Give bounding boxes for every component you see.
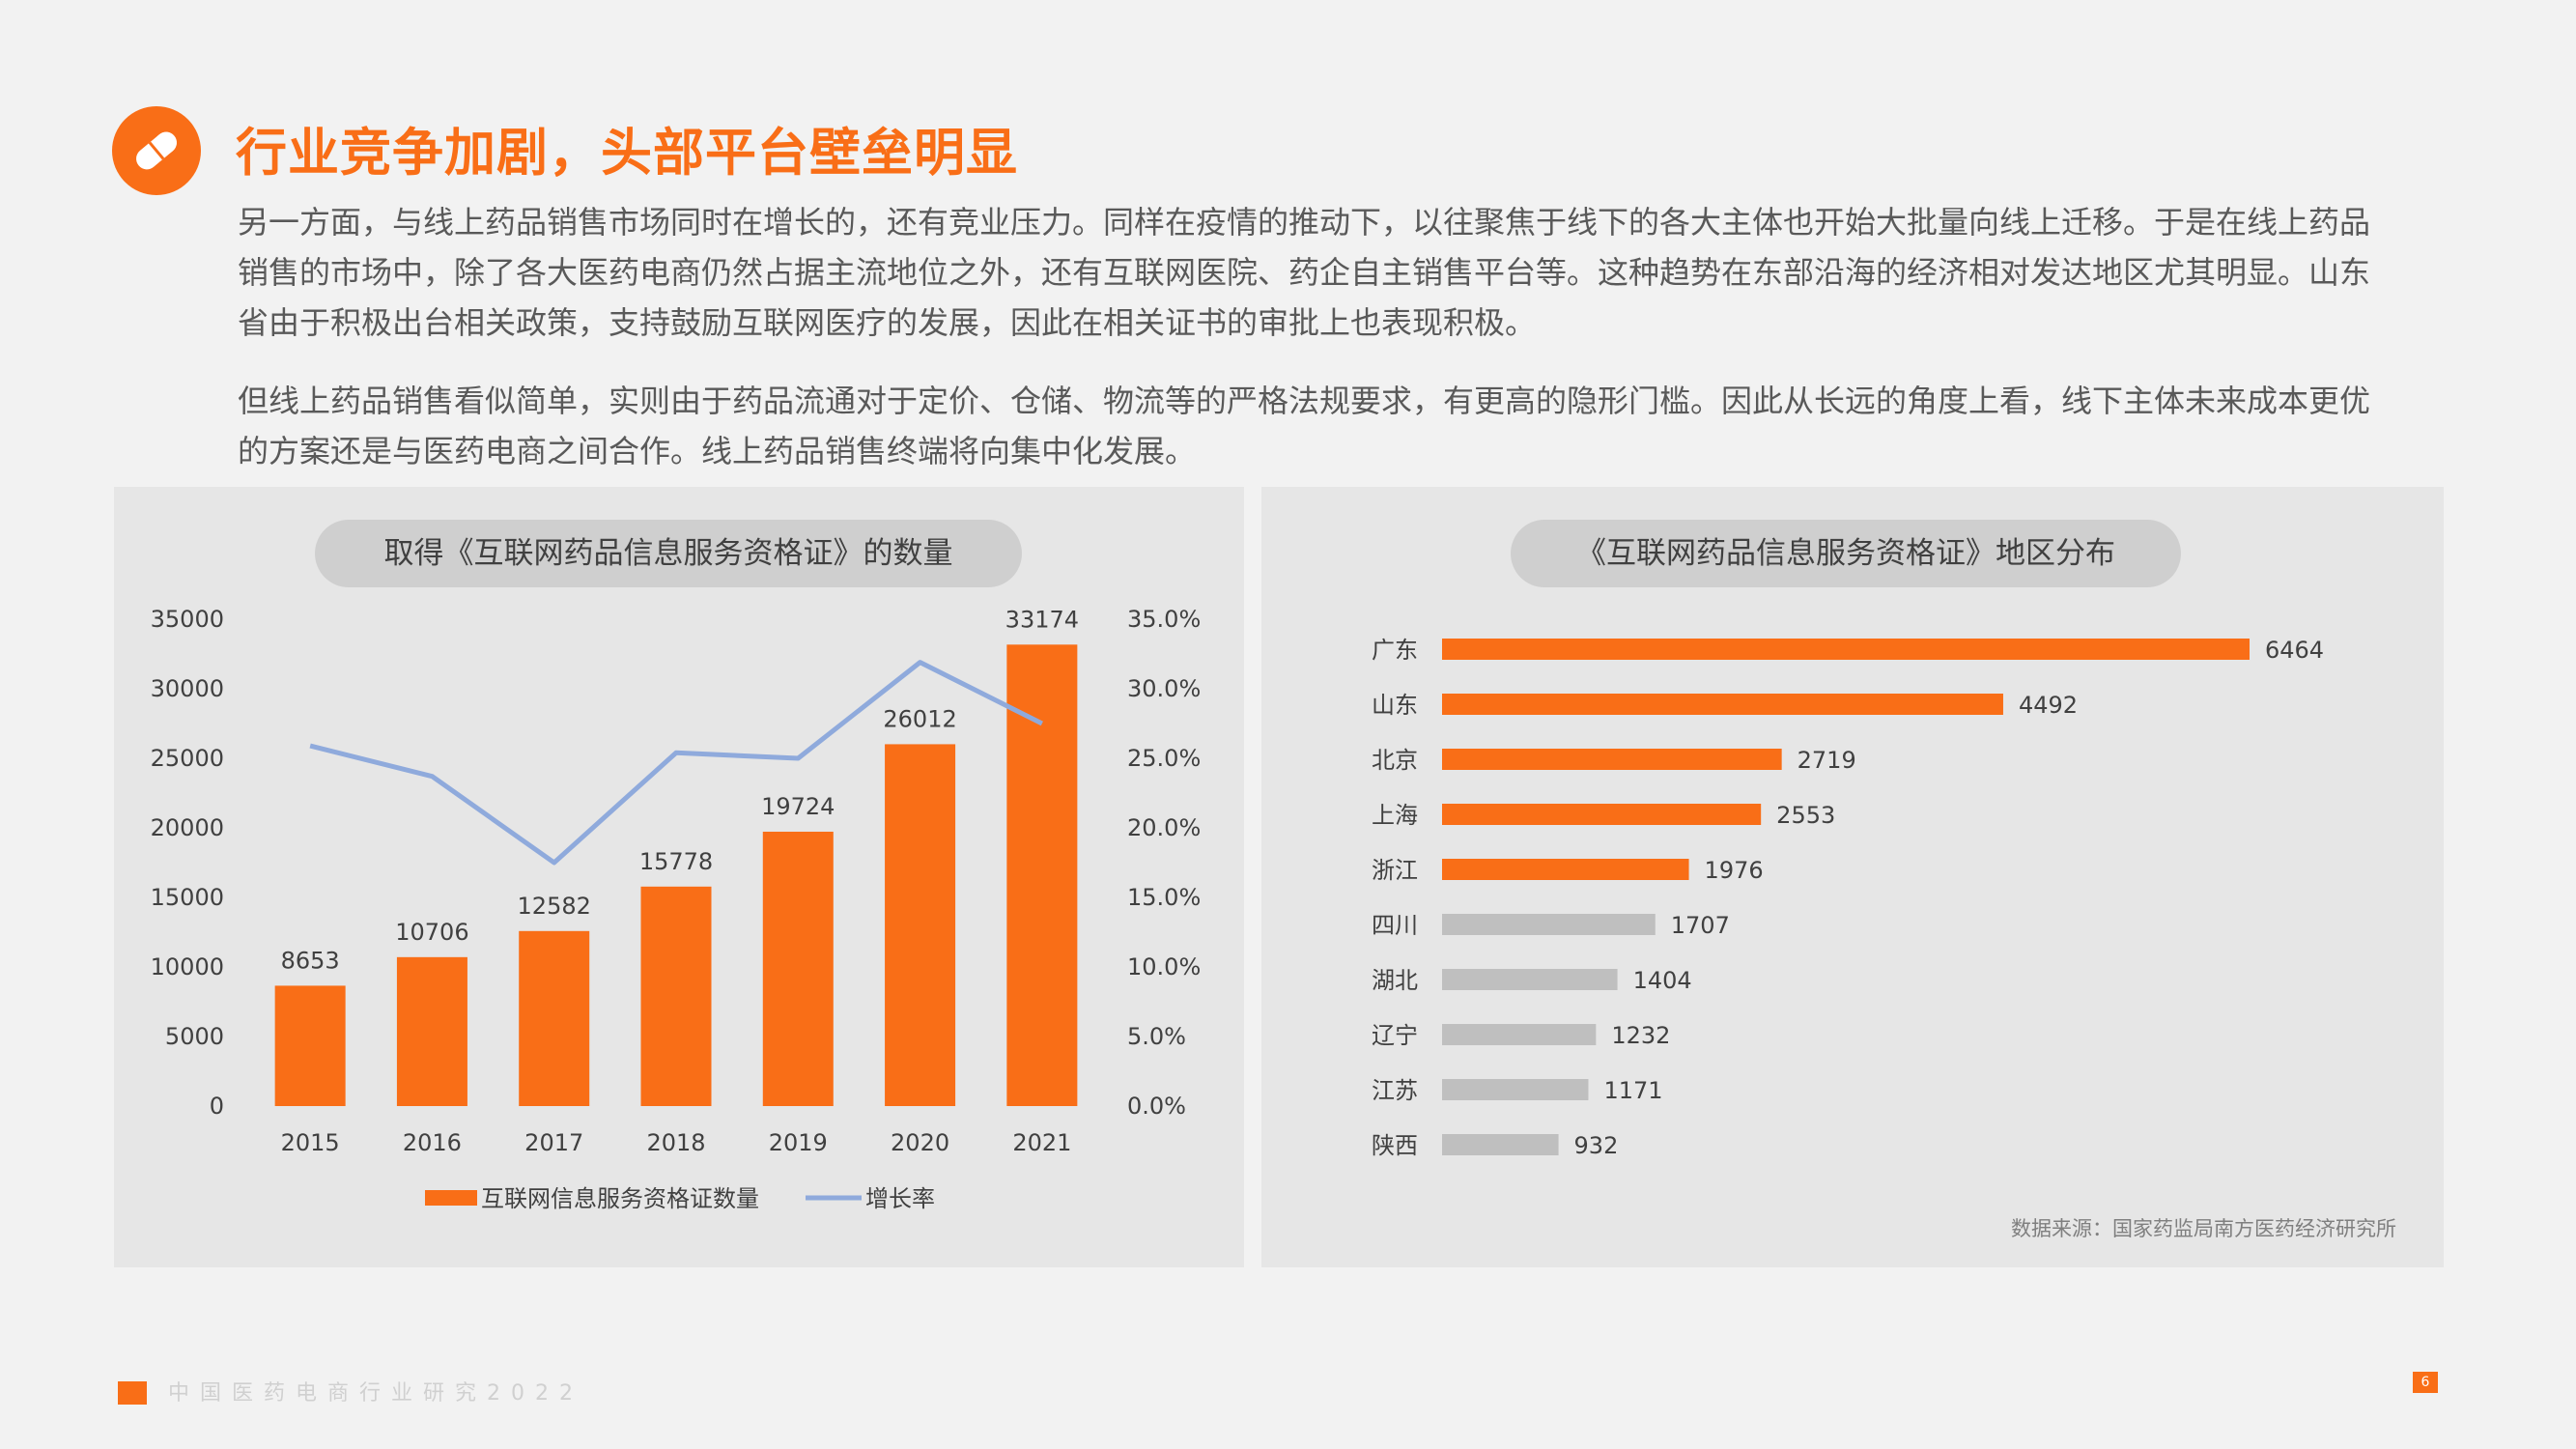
region-bar — [1442, 859, 1689, 880]
region-bar — [1442, 914, 1656, 935]
count-bar — [519, 930, 590, 1106]
region-label: 江苏 — [1372, 1077, 1418, 1104]
region-value-label: 932 — [1574, 1132, 1619, 1159]
x-axis-tick-label: 2020 — [891, 1129, 949, 1156]
right-axis-tick-label: 15.0% — [1127, 884, 1201, 911]
region-bar — [1442, 969, 1618, 990]
right-axis-tick-label: 10.0% — [1127, 953, 1201, 980]
region-value-label: 1404 — [1633, 967, 1692, 994]
region-bar — [1442, 1024, 1597, 1045]
right-axis-tick-label: 20.0% — [1127, 814, 1201, 841]
count-bar — [396, 956, 467, 1106]
region-value-label: 2719 — [1798, 747, 1856, 774]
region-bar — [1442, 694, 2003, 715]
right-axis-tick-label: 0.0% — [1127, 1093, 1186, 1120]
right-chart-title: 《互联网药品信息服务资格证》地区分布 — [1511, 520, 2181, 587]
legend-bar-swatch — [425, 1190, 477, 1206]
region-label: 山东 — [1372, 692, 1418, 719]
region-label: 四川 — [1372, 912, 1418, 939]
right-axis-tick-label: 30.0% — [1127, 675, 1201, 702]
region-label: 北京 — [1372, 747, 1418, 774]
region-bar — [1442, 1134, 1559, 1155]
bar-value-label: 19724 — [761, 793, 835, 820]
region-value-label: 1976 — [1705, 857, 1764, 884]
region-bar — [1442, 749, 1782, 770]
region-value-label: 1171 — [1603, 1077, 1662, 1104]
region-bar — [1442, 804, 1762, 825]
legend-bar-label: 互联网信息服务资格证数量 — [481, 1185, 759, 1212]
x-axis-tick-label: 2018 — [646, 1129, 705, 1156]
x-axis-tick-label: 2019 — [769, 1129, 828, 1156]
region-bar — [1442, 1079, 1589, 1100]
region-label: 广东 — [1372, 637, 1418, 664]
page-title: 行业竞争加剧，头部平台壁垒明显 — [236, 124, 1018, 183]
region-label: 浙江 — [1372, 857, 1418, 884]
conclusion-paragraph: 但线上药品销售看似简单，实则由于药品流通对于定价、仓储、物流等的严格法规要求，有… — [238, 383, 2371, 469]
pill-icon — [112, 106, 201, 195]
footer-text: 中国医药电商行业研究2022 — [168, 1381, 583, 1406]
left-chart-title: 取得《互联网药品信息服务资格证》的数量 — [315, 520, 1022, 587]
legend-line-label: 增长率 — [865, 1185, 935, 1212]
left-axis-tick-label: 5000 — [165, 1023, 224, 1050]
left-axis-tick-label: 25000 — [151, 745, 224, 772]
region-label: 湖北 — [1372, 967, 1418, 994]
count-bar — [274, 985, 346, 1106]
bar-value-label: 33174 — [1005, 606, 1079, 633]
region-value-label: 1707 — [1671, 912, 1730, 939]
left-axis-tick-label: 0 — [210, 1093, 224, 1120]
count-bar — [640, 886, 712, 1106]
right-axis-tick-label: 35.0% — [1127, 606, 1201, 633]
left-axis-tick-label: 30000 — [151, 675, 224, 702]
x-axis-tick-label: 2016 — [403, 1129, 462, 1156]
page-number: 6 — [2413, 1372, 2438, 1393]
x-axis-tick-label: 2015 — [281, 1129, 340, 1156]
bar-value-label: 10706 — [395, 919, 468, 946]
region-bar — [1442, 639, 2250, 660]
data-source: 数据来源：国家药监局南方医药经济研究所 — [2011, 1217, 2396, 1240]
intro-paragraph: 另一方面，与线上药品销售市场同时在增长的，还有竞业压力。同样在疫情的推动下，以往… — [238, 204, 2371, 341]
region-value-label: 1232 — [1611, 1022, 1670, 1049]
right-axis-tick-label: 25.0% — [1127, 745, 1201, 772]
x-axis-tick-label: 2021 — [1012, 1129, 1071, 1156]
count-bar — [885, 744, 956, 1106]
left-axis-tick-label: 10000 — [151, 953, 224, 980]
footer-marker — [118, 1381, 147, 1405]
region-label: 上海 — [1372, 802, 1418, 829]
growth-rate-line — [309, 660, 1043, 866]
region-value-label: 6464 — [2265, 637, 2324, 664]
bar-value-label: 26012 — [883, 705, 956, 732]
count-bar — [762, 831, 834, 1106]
bar-value-label: 8653 — [281, 947, 340, 974]
left-axis-tick-label: 15000 — [151, 884, 224, 911]
bar-value-label: 15778 — [639, 848, 713, 875]
right-axis-tick-label: 5.0% — [1127, 1023, 1186, 1050]
left-axis-tick-label: 35000 — [151, 606, 224, 633]
region-label: 辽宁 — [1372, 1022, 1418, 1049]
left-axis-tick-label: 20000 — [151, 814, 224, 841]
x-axis-tick-label: 2017 — [524, 1129, 583, 1156]
region-value-label: 2553 — [1776, 802, 1835, 829]
region-value-label: 4492 — [2019, 692, 2078, 719]
bar-value-label: 12582 — [518, 893, 591, 920]
region-label: 陕西 — [1372, 1132, 1418, 1159]
